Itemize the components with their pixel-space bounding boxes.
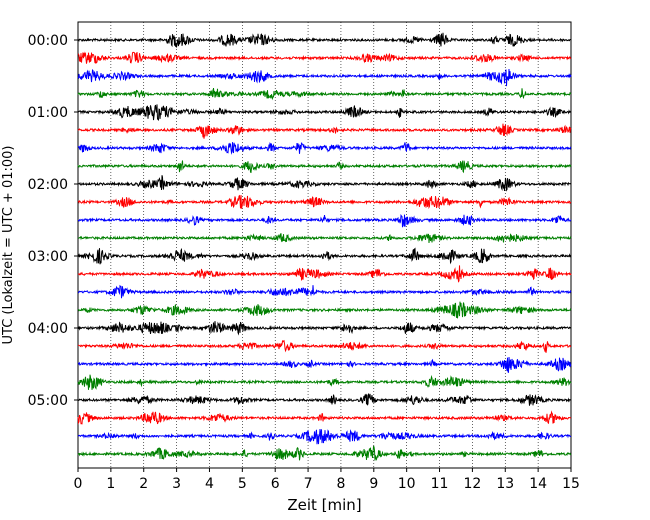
trace-line [77, 356, 572, 374]
y-tick-label: 02:00 [28, 177, 68, 193]
x-tick-label: 4 [205, 476, 214, 492]
y-tick-label: 00:00 [28, 33, 68, 49]
x-tick-label: 14 [529, 476, 547, 492]
x-tick-label: 8 [336, 476, 345, 492]
x-tick-label: 13 [496, 476, 514, 492]
trace-line [77, 142, 572, 155]
trace-line [77, 428, 572, 445]
x-tick-label: 10 [398, 476, 416, 492]
x-axis-label: Zeit [min] [287, 496, 361, 514]
trace-line [77, 194, 572, 210]
trace-line [77, 393, 572, 406]
x-tick-label: 0 [74, 476, 83, 492]
trace-line [77, 214, 572, 228]
x-tick-label: 6 [271, 476, 280, 492]
trace-line [78, 339, 572, 353]
trace-line [78, 32, 572, 48]
x-tick-label: 11 [431, 476, 449, 492]
y-tick-label: 04:00 [28, 321, 68, 337]
trace-line [78, 284, 572, 299]
y-tick-label: 03:00 [28, 249, 68, 265]
trace-line [77, 159, 572, 174]
x-tick-label: 12 [463, 476, 481, 492]
trace-line [77, 123, 572, 139]
x-tick-label: 3 [172, 476, 181, 492]
trace-line [78, 321, 572, 336]
x-tick-label: 5 [238, 476, 247, 492]
trace-line [77, 104, 572, 121]
trace-line [77, 445, 572, 461]
trace-line [77, 374, 572, 390]
trace-line [77, 265, 572, 283]
x-tick-label: 7 [304, 476, 313, 492]
y-tick-label: 05:00 [28, 393, 68, 409]
plot-area [77, 21, 572, 469]
seismogram-traces [77, 32, 572, 461]
trace-line [77, 175, 572, 192]
trace-line [77, 51, 572, 64]
x-tick-label: 1 [106, 476, 115, 492]
x-axis-ticks: 0 1 2 3 4 5 6 7 8 9 10 11 12 13 14 15 [74, 468, 580, 492]
trace-line [77, 301, 572, 319]
trace-line [77, 87, 572, 101]
trace-line [77, 233, 572, 244]
vertical-gridlines [110, 22, 539, 468]
x-tick-label: 9 [369, 476, 378, 492]
x-tick-label: 15 [562, 476, 580, 492]
x-tick-label: 2 [139, 476, 148, 492]
trace-line [77, 68, 572, 87]
y-axis-ticks: 00:00 01:00 02:00 03:00 04:00 05:00 [28, 33, 78, 409]
y-tick-label: 01:00 [28, 105, 68, 121]
y-axis-label: UTC (Lokalzeit = UTC + 01:00) [1, 146, 16, 345]
trace-line [77, 410, 572, 425]
trace-line [77, 247, 572, 265]
